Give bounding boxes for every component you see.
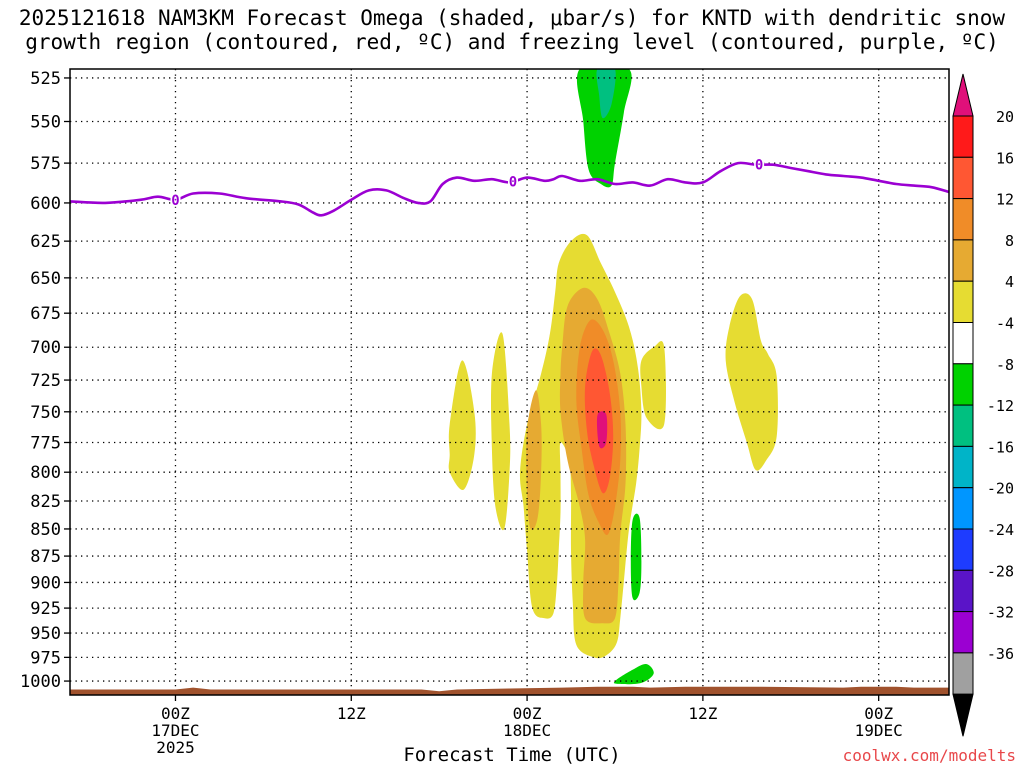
x-tick-date-20: 18DEC [503, 721, 551, 740]
credit-text[interactable]: coolwx.com/modelts [842, 746, 1016, 765]
colorbar-segment-6 [952, 363, 974, 406]
x-tick-year-0: 2025 [156, 738, 195, 757]
x-tick-label-20: 00Z [513, 704, 542, 723]
y-tick-label-725: 725 [30, 371, 61, 391]
colorbar-segment-10 [952, 528, 974, 571]
omega-region-green-bottom [613, 664, 654, 685]
colorbar-segment-11 [952, 569, 974, 613]
omega-region-green-upper [576, 69, 632, 188]
y-tick-label-650: 650 [30, 269, 61, 289]
x-axis-title: Forecast Time (UTC) [403, 744, 621, 766]
omega-region-yellow-far-right [725, 293, 778, 471]
title-line-2: growth region (contoured, red, ºC) and f… [25, 30, 999, 54]
omega-region-yellow-left2 [490, 332, 511, 531]
x-tick-label-0: 00Z [161, 704, 190, 723]
freezing-label-2: 0 [755, 158, 763, 174]
x-tick-label-30: 12Z [688, 704, 717, 723]
colorbar-segment-13 [952, 652, 974, 695]
omega-region-green-low [630, 513, 642, 601]
y-tick-label-950: 950 [30, 624, 61, 644]
chart-title: 2025121618 NAM3KM Forecast Omega (shaded… [0, 6, 1024, 54]
y-tick-label-775: 775 [30, 433, 61, 453]
y-tick-label-675: 675 [30, 304, 61, 324]
colorbar-segment-0 [952, 115, 974, 158]
freezing-label-bg-0 [170, 192, 181, 207]
omega-region-teal-upper [596, 69, 616, 119]
colorbar-segment-7 [952, 404, 974, 447]
omega-region-yellow-left1 [448, 360, 476, 490]
freezing-label-bg-2 [754, 157, 765, 172]
colorbar-label-10: -24 [987, 521, 1014, 539]
colorbar-top-arrow [952, 73, 974, 117]
omega-region-orange-left [526, 390, 542, 531]
colorbar-label-7: -12 [987, 397, 1014, 415]
x-tick-label-10: 12Z [337, 704, 366, 723]
colorbar-label-13: -36 [987, 645, 1014, 663]
y-tick-label-600: 600 [30, 194, 61, 214]
omega-shading [448, 69, 778, 685]
plot-frame [69, 68, 950, 696]
y-tick-label-825: 825 [30, 492, 61, 512]
colorbar-segment-3 [952, 239, 974, 282]
y-tick-label-625: 625 [30, 232, 61, 252]
y-tick-label-875: 875 [30, 547, 61, 567]
x-tick-date-0: 17DEC [151, 721, 199, 740]
y-tick-label-975: 975 [30, 648, 61, 668]
y-tick-label-575: 575 [30, 154, 61, 174]
colorbar-segment-2 [952, 198, 974, 241]
grid-lines [70, 69, 949, 695]
colorbar-label-3: 8 [1005, 232, 1014, 250]
colorbar: 20 16 12 8 4 -4 -8 -12 -16 -20 -24 -28 -32 -36 [952, 73, 1014, 737]
colorbar-bottom-arrow [952, 693, 974, 737]
omega-region-max-core [596, 411, 608, 449]
colorbar-label-1: 16 [996, 149, 1014, 167]
colorbar-label-12: -32 [987, 604, 1014, 622]
omega-region-yellow-right [640, 340, 666, 430]
colorbar-segment-1 [952, 156, 974, 200]
freezing-label-0: 0 [171, 193, 179, 209]
freezing-label-bg-1 [508, 174, 519, 189]
y-tick-label-550: 550 [30, 112, 61, 132]
colorbar-segment-8 [952, 445, 974, 489]
colorbar-segment-4 [952, 280, 974, 324]
colorbar-segment-12 [952, 611, 974, 654]
colorbar-label-0: 20 [996, 108, 1014, 126]
colorbar-label-9: -20 [987, 480, 1014, 498]
y-tick-label-525: 525 [30, 69, 61, 89]
title-line-1: 2025121618 NAM3KM Forecast Omega (shaded… [18, 6, 1006, 30]
y-tick-label-850: 850 [30, 520, 61, 540]
colorbar-label-6: -8 [996, 356, 1014, 374]
x-tick-date-40: 19DEC [855, 721, 903, 740]
colorbar-label-2: 12 [996, 191, 1014, 209]
colorbar-label-11: -28 [987, 562, 1014, 580]
freezing-level-labels: 0 0 0 [170, 157, 765, 209]
colorbar-label-5: -4 [996, 315, 1014, 333]
freezing-level-line [70, 161, 949, 217]
y-tick-label-700: 700 [30, 338, 61, 358]
colorbar-label-4: 4 [1005, 273, 1014, 291]
y-tick-label-925: 925 [30, 599, 61, 619]
y-tick-label-1000: 1000 [20, 672, 61, 692]
freezing-label-1: 0 [509, 174, 517, 190]
y-tick-label-750: 750 [30, 403, 61, 423]
y-axis: 525 550 575 600 625 650 675 700 725 750 775 800 825 8… [20, 69, 70, 692]
y-tick-label-900: 900 [30, 573, 61, 593]
y-tick-label-800: 800 [30, 463, 61, 483]
colorbar-segment-9 [952, 487, 974, 530]
colorbar-label-8: -16 [987, 438, 1014, 456]
ground-surface [70, 686, 949, 695]
colorbar-segment-5 [952, 322, 974, 365]
x-tick-label-40: 00Z [864, 704, 893, 723]
